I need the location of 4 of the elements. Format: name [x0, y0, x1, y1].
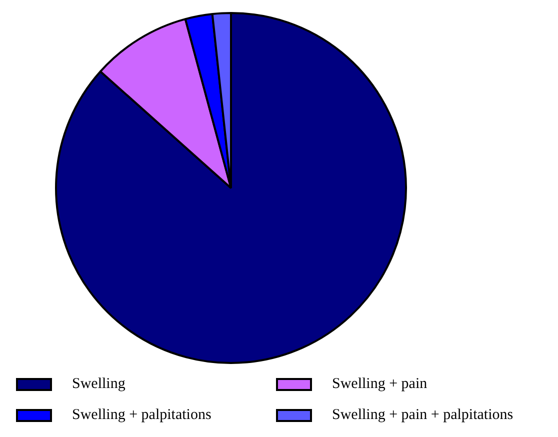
legend-label: Swelling + palpitations	[72, 407, 212, 424]
legend-label: Swelling + pain + palpitations	[332, 407, 514, 424]
legend-label: Swelling + pain	[332, 376, 428, 393]
legend-label: Swelling	[72, 376, 126, 393]
